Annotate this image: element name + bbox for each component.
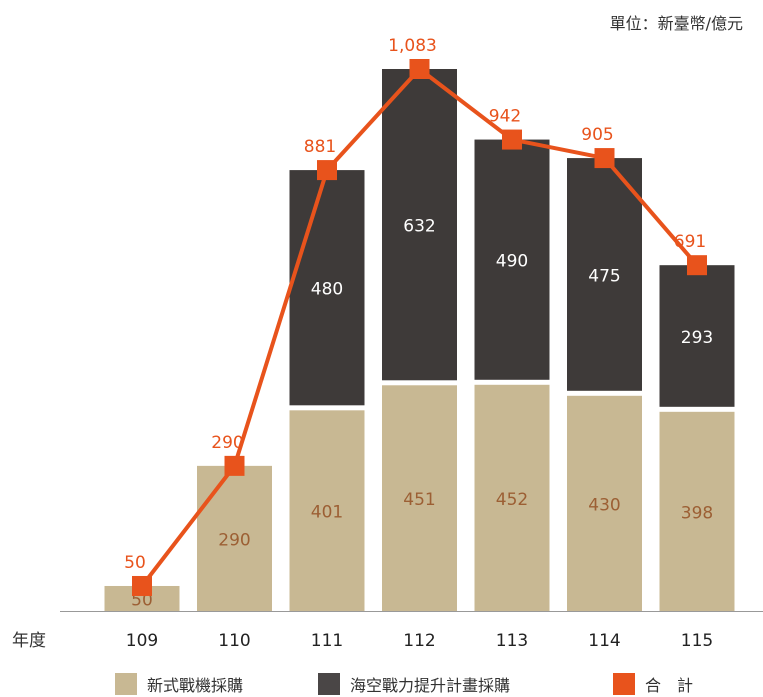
legend-swatch-sea-air: [318, 673, 340, 695]
total-value-label: 290: [211, 433, 243, 453]
bar-label-new-fighter: 398: [681, 503, 713, 523]
bar-label-sea-air: 490: [496, 252, 528, 272]
total-value-label: 1,083: [388, 36, 437, 56]
total-value-label: 881: [304, 137, 336, 157]
series-total-line: 50 290 881 1,083 942 905 691: [124, 36, 707, 596]
x-tick-label: 112: [403, 631, 435, 651]
total-marker: [317, 160, 337, 181]
bar-label-new-fighter: 401: [311, 503, 343, 523]
x-tick-labels: 109 110 111 112 113 114 115: [126, 631, 713, 651]
total-value-label: 905: [581, 125, 613, 145]
series-sea-air-bars: [289, 69, 735, 407]
bar-label-new-fighter: 290: [218, 530, 250, 550]
x-tick-label: 110: [218, 631, 250, 651]
legend-label-sea-air: 海空戰力提升計畫採購: [350, 676, 511, 695]
series-new-fighter-bars: [104, 384, 735, 611]
bar-sea-air: [659, 265, 735, 407]
bar-label-sea-air: 475: [588, 266, 620, 286]
total-marker: [132, 575, 152, 596]
bar-label-new-fighter: 452: [496, 490, 528, 510]
total-marker: [409, 59, 430, 79]
x-tick-label: 115: [681, 631, 713, 651]
x-tick-label: 111: [311, 631, 343, 651]
unit-label: 單位：新臺幣/億元: [609, 14, 743, 33]
bar-new-fighter: [659, 411, 735, 611]
legend-label-total: 合 計: [645, 676, 694, 695]
x-tick-label: 109: [126, 631, 158, 651]
bar-label-new-fighter: 430: [588, 495, 620, 515]
x-tick-label: 113: [496, 631, 528, 651]
legend-sea-air: 海空戰力提升計畫採購: [318, 672, 510, 696]
bar-sea-air: [474, 139, 550, 380]
total-marker: [594, 148, 615, 169]
legend-swatch-total: [613, 673, 635, 695]
bar-new-fighter: [382, 385, 457, 611]
bar-new-fighter: [197, 465, 272, 611]
total-value-label: 942: [489, 107, 521, 127]
legend-swatch-new-fighter: [115, 673, 137, 695]
bar-new-fighter: [289, 410, 365, 611]
total-marker: [224, 455, 245, 476]
total-value-label: 691: [674, 232, 706, 252]
legend-total: 合 計: [613, 672, 693, 696]
bar-label-new-fighter: 451: [403, 490, 435, 510]
bar-sea-air: [567, 158, 642, 391]
total-value-label: 50: [124, 553, 146, 573]
legend-new-fighter: 新式戰機採購: [115, 672, 243, 696]
total-marker: [687, 255, 707, 276]
bar-sea-air: [289, 170, 365, 406]
x-tick-label: 114: [588, 631, 620, 651]
bar-new-fighter: [474, 384, 550, 611]
bar-label-sea-air: 293: [681, 328, 713, 348]
x-axis-label: 年度: [12, 631, 46, 651]
legend-label-new-fighter: 新式戰機採購: [147, 676, 244, 695]
stacked-bar-line-chart: 50 290 401 480 451 632 452 490 430 475 398 293 50 29…: [12, 36, 763, 651]
bar-new-fighter: [567, 395, 642, 611]
bar-label-sea-air: 480: [311, 280, 343, 300]
total-marker: [502, 129, 522, 150]
bar-label-sea-air: 632: [403, 217, 435, 237]
bar-sea-air: [382, 69, 457, 381]
